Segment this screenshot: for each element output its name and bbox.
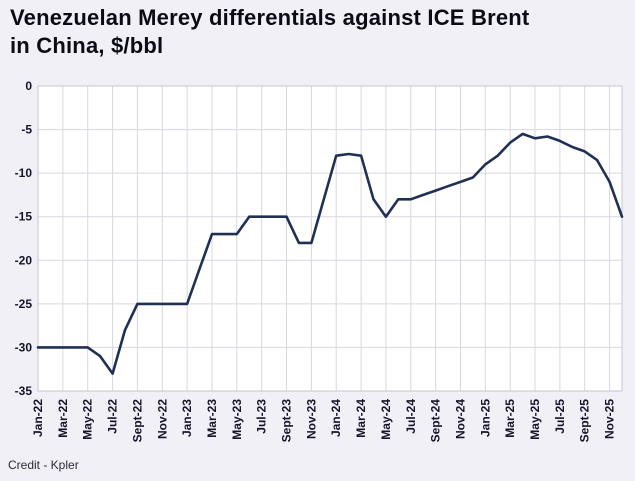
svg-text:Mar-24: Mar-24: [354, 399, 368, 438]
svg-text:-20: -20: [15, 253, 33, 267]
svg-text:-10: -10: [15, 166, 33, 180]
svg-text:May-25: May-25: [528, 399, 542, 440]
svg-text:Sept-23: Sept-23: [280, 399, 294, 443]
svg-text:Sept-24: Sept-24: [429, 399, 443, 443]
svg-text:Jul-22: Jul-22: [106, 399, 120, 434]
svg-text:May-24: May-24: [379, 399, 393, 440]
svg-text:Jan-25: Jan-25: [478, 399, 492, 437]
svg-text:Mar-25: Mar-25: [503, 399, 517, 438]
svg-text:Sept-25: Sept-25: [578, 399, 592, 443]
chart-title-line2: in China, $/bbl: [10, 33, 164, 58]
svg-text:-25: -25: [15, 297, 33, 311]
svg-text:Jul-23: Jul-23: [255, 399, 269, 434]
svg-text:Jan-23: Jan-23: [180, 399, 194, 437]
svg-text:-35: -35: [15, 384, 33, 398]
svg-text:Jul-25: Jul-25: [553, 399, 567, 434]
svg-text:Sept-22: Sept-22: [130, 399, 144, 443]
svg-text:-30: -30: [15, 340, 33, 354]
svg-text:Jan-22: Jan-22: [31, 399, 45, 437]
svg-text:Nov-23: Nov-23: [304, 399, 318, 439]
svg-text:Nov-22: Nov-22: [155, 399, 169, 439]
svg-text:Nov-24: Nov-24: [454, 399, 468, 439]
svg-text:May-23: May-23: [230, 399, 244, 440]
chart-title-line1: Venezuelan Merey differentials against I…: [10, 5, 530, 30]
chart-title: Venezuelan Merey differentials against I…: [10, 4, 628, 60]
svg-text:Nov-25: Nov-25: [603, 399, 617, 439]
svg-text:-15: -15: [15, 210, 33, 224]
svg-text:-5: -5: [21, 123, 32, 137]
credit-label: Credit - Kpler: [8, 458, 79, 472]
svg-text:Jan-24: Jan-24: [329, 399, 343, 437]
svg-text:May-22: May-22: [81, 399, 95, 440]
svg-text:0: 0: [25, 79, 32, 93]
svg-text:Jul-24: Jul-24: [404, 399, 418, 434]
svg-text:Mar-22: Mar-22: [56, 399, 70, 438]
svg-text:Mar-23: Mar-23: [205, 399, 219, 438]
